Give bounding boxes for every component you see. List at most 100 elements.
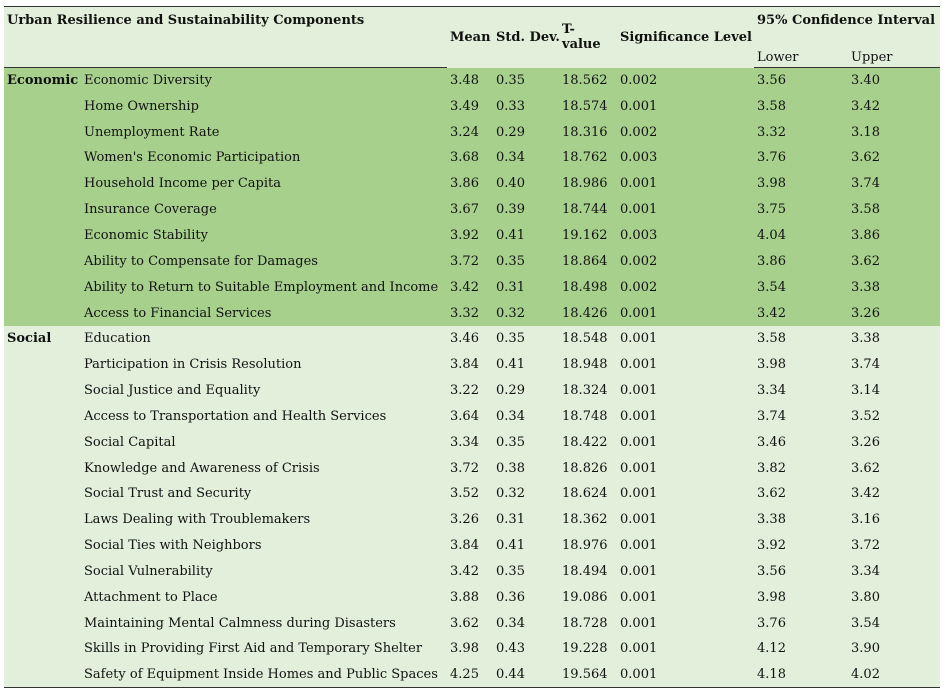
t-value: 18.826 <box>559 455 618 481</box>
group-label-empty <box>4 351 81 378</box>
header-t-value: T- value <box>559 6 618 68</box>
std-dev-value: 0.35 <box>493 325 560 352</box>
t-value: 18.324 <box>559 377 618 404</box>
std-dev-value: 0.29 <box>493 119 560 146</box>
mean-value: 3.92 <box>447 222 494 249</box>
group-label-empty <box>4 584 81 611</box>
ci-lower-value: 3.62 <box>754 481 849 507</box>
significance-value: 0.001 <box>617 532 755 559</box>
table-row: Social Trust and Security 3.52 0.32 18.624 0… <box>4 481 941 507</box>
mean-value: 3.86 <box>447 170 494 197</box>
std-dev-value: 0.34 <box>493 403 560 430</box>
significance-value: 0.002 <box>617 67 755 94</box>
indicator-name: Safety of Equipment Inside Homes and Pub… <box>81 661 448 688</box>
table-row: Economic Economic Diversity 3.48 0.35 18.562… <box>4 67 941 94</box>
mean-value: 3.52 <box>447 481 494 507</box>
group-label-empty <box>4 248 81 275</box>
significance-value: 0.002 <box>617 119 755 146</box>
ci-upper-value: 3.80 <box>848 584 941 611</box>
t-value: 19.086 <box>559 584 618 611</box>
group-label-empty <box>4 455 81 481</box>
table-row: Knowledge and Awareness of Crisis 3.72 0.3… <box>4 455 941 481</box>
ci-lower-value: 3.56 <box>754 558 849 585</box>
ci-upper-value: 3.38 <box>848 274 941 301</box>
ci-lower-value: 3.46 <box>754 429 849 456</box>
std-dev-value: 0.41 <box>493 222 560 249</box>
group-label: Economic <box>4 67 81 94</box>
table-row: Household Income per Capita 3.86 0.40 18.98… <box>4 170 941 197</box>
ci-lower-value: 3.34 <box>754 377 849 404</box>
t-value: 18.976 <box>559 532 618 559</box>
table-row: Insurance Coverage 3.67 0.39 18.744 0.001 3.7… <box>4 196 941 223</box>
table-header: Urban Resilience and Sustainability Comp… <box>4 6 941 68</box>
ci-lower-value: 3.76 <box>754 145 849 171</box>
group-label-empty <box>4 481 81 507</box>
group-label-empty <box>4 429 81 456</box>
group-label-empty <box>4 170 81 197</box>
indicator-name: Home Ownership <box>81 93 448 120</box>
header-significance: Significance Level <box>617 6 755 68</box>
ci-lower-value: 3.75 <box>754 196 849 223</box>
ci-upper-value: 3.74 <box>848 170 941 197</box>
std-dev-value: 0.38 <box>493 455 560 481</box>
group-label-empty <box>4 93 81 120</box>
ci-lower-value: 3.58 <box>754 325 849 352</box>
significance-value: 0.001 <box>617 300 755 326</box>
std-dev-value: 0.35 <box>493 67 560 94</box>
significance-value: 0.001 <box>617 325 755 352</box>
significance-value: 0.001 <box>617 584 755 611</box>
t-value: 18.494 <box>559 558 618 585</box>
significance-value: 0.001 <box>617 661 755 688</box>
indicator-name: Social Justice and Equality <box>81 377 448 404</box>
mean-value: 3.42 <box>447 558 494 585</box>
significance-value: 0.003 <box>617 222 755 249</box>
ci-lower-value: 3.98 <box>754 351 849 378</box>
indicator-name: Social Ties with Neighbors <box>81 532 448 559</box>
ci-upper-value: 3.42 <box>848 481 941 507</box>
ci-upper-value: 3.16 <box>848 506 941 533</box>
ci-upper-value: 3.90 <box>848 636 941 662</box>
results-table-container: Urban Resilience and Sustainability Comp… <box>4 6 941 688</box>
ci-lower-value: 3.42 <box>754 300 849 326</box>
std-dev-value: 0.44 <box>493 661 560 688</box>
ci-lower-value: 3.86 <box>754 248 849 275</box>
t-value: 18.728 <box>559 610 618 637</box>
significance-value: 0.001 <box>617 429 755 456</box>
ci-lower-value: 3.92 <box>754 532 849 559</box>
group-label-empty <box>4 222 81 249</box>
group-label-empty <box>4 196 81 223</box>
t-value: 19.564 <box>559 661 618 688</box>
indicator-name: Ability to Compensate for Damages <box>81 248 448 275</box>
table-row: Ability to Compensate for Damages 3.72 0.3… <box>4 248 941 275</box>
ci-upper-value: 3.18 <box>848 119 941 146</box>
mean-value: 3.72 <box>447 455 494 481</box>
mean-value: 3.84 <box>447 532 494 559</box>
std-dev-value: 0.33 <box>493 93 560 120</box>
ci-upper-value: 3.14 <box>848 377 941 404</box>
mean-value: 3.62 <box>447 610 494 637</box>
table-row: Social Capital 3.34 0.35 18.422 0.001 3.46 3.2… <box>4 429 941 456</box>
table-row: Skills in Providing First Aid and Tempor… <box>4 636 941 662</box>
ci-lower-value: 3.58 <box>754 93 849 120</box>
std-dev-value: 0.29 <box>493 377 560 404</box>
std-dev-value: 0.43 <box>493 636 560 662</box>
significance-value: 0.001 <box>617 351 755 378</box>
mean-value: 3.34 <box>447 429 494 456</box>
t-value: 19.228 <box>559 636 618 662</box>
t-value: 18.316 <box>559 119 618 146</box>
ci-lower-value: 3.98 <box>754 584 849 611</box>
t-value: 18.948 <box>559 351 618 378</box>
mean-value: 3.64 <box>447 403 494 430</box>
ci-upper-value: 3.62 <box>848 455 941 481</box>
ci-upper-value: 3.58 <box>848 196 941 223</box>
mean-value: 3.22 <box>447 377 494 404</box>
significance-value: 0.001 <box>617 455 755 481</box>
group-label-empty <box>4 377 81 404</box>
indicator-name: Access to Transportation and Health Serv… <box>81 403 448 430</box>
t-value: 18.744 <box>559 196 618 223</box>
group-label-empty <box>4 145 81 171</box>
table-row: Laws Dealing with Troublemakers 3.26 0.31 1… <box>4 506 941 533</box>
std-dev-value: 0.39 <box>493 196 560 223</box>
ci-upper-value: 3.40 <box>848 67 941 94</box>
ci-lower-value: 3.32 <box>754 119 849 146</box>
